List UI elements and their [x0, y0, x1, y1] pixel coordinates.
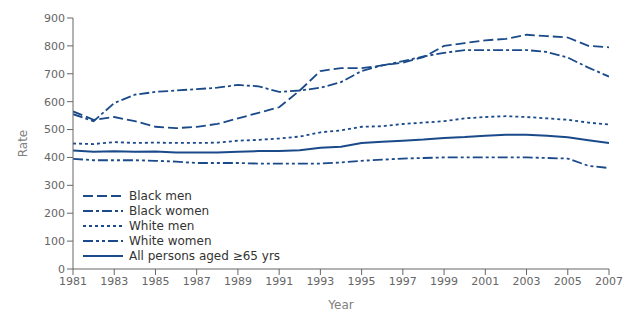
svg-text:600: 600 [44, 96, 65, 109]
svg-text:1991: 1991 [265, 275, 293, 288]
html-text:Black women: Black women [129, 203, 210, 218]
svg-text:1985: 1985 [141, 275, 169, 288]
html-text:Black men: Black men [129, 188, 192, 203]
svg-text:Rate: Rate [16, 130, 30, 158]
svg-text:1995: 1995 [348, 275, 376, 288]
svg-text:1999: 1999 [430, 275, 458, 288]
html-text:White women: White women [129, 233, 212, 248]
svg-text:1993: 1993 [306, 275, 334, 288]
svg-text:1983: 1983 [100, 275, 128, 288]
svg-text:800: 800 [44, 40, 65, 53]
svg-text:1981: 1981 [59, 275, 87, 288]
svg-text:400: 400 [44, 151, 65, 164]
svg-text:500: 500 [44, 123, 65, 136]
svg-text:1987: 1987 [183, 275, 211, 288]
svg-text:2001: 2001 [471, 275, 499, 288]
svg-text:900: 900 [44, 12, 65, 25]
svg-text:1997: 1997 [389, 275, 417, 288]
svg-text:2003: 2003 [513, 275, 541, 288]
html-text:White men: White men [129, 218, 195, 233]
svg-text:300: 300 [44, 179, 65, 192]
svg-text:0: 0 [58, 263, 65, 276]
svg-text:700: 700 [44, 68, 65, 81]
html-text:All persons aged ≥65 yrs: All persons aged ≥65 yrs [129, 248, 281, 263]
svg-text:2005: 2005 [554, 275, 582, 288]
svg-text:1989: 1989 [224, 275, 252, 288]
svg-text:100: 100 [44, 235, 65, 248]
svg-text:Year: Year [327, 298, 353, 312]
svg-text:2007: 2007 [595, 275, 623, 288]
svg-text:200: 200 [44, 207, 65, 220]
